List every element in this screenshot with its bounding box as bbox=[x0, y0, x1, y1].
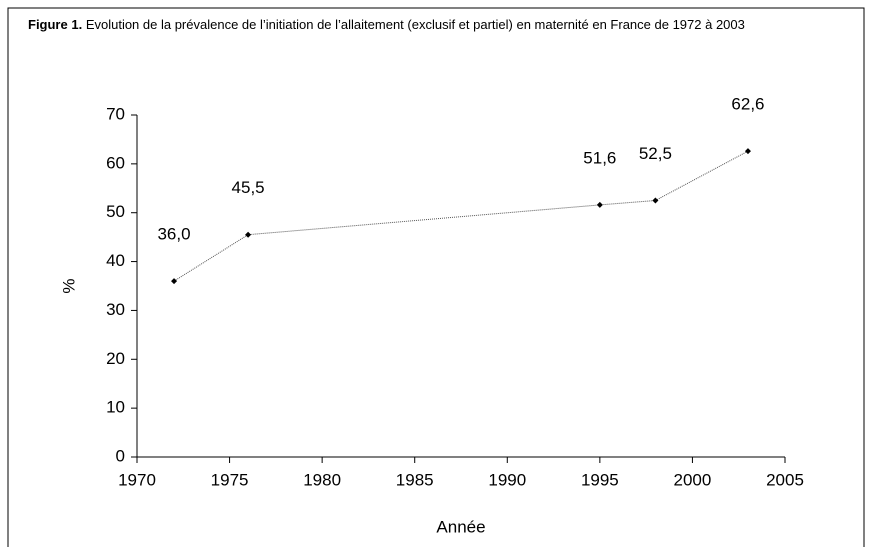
frame bbox=[7, 7, 865, 547]
title: Figure 1. Evolution de la prévalence de … bbox=[28, 16, 858, 33]
y-tick-label: 50 bbox=[106, 202, 125, 221]
x-tick-label: 1975 bbox=[211, 470, 249, 489]
value-label: 45,5 bbox=[232, 178, 265, 197]
value-label: 51,6 bbox=[583, 148, 616, 167]
y-tick-label: 10 bbox=[106, 398, 125, 417]
x-tick-label: 1995 bbox=[581, 470, 619, 489]
x-tick-label: 1970 bbox=[118, 470, 156, 489]
y-tick-label: 20 bbox=[106, 349, 125, 368]
title-text: Evolution de la prévalence de l’initiati… bbox=[85, 17, 745, 32]
value-label: 52,5 bbox=[639, 144, 672, 163]
title-label: Figure 1. bbox=[28, 17, 83, 32]
x-tick-label: 1990 bbox=[488, 470, 526, 489]
y-tick-label: 70 bbox=[106, 104, 125, 123]
value-label: 36,0 bbox=[157, 225, 190, 244]
y-tick-label: 30 bbox=[106, 300, 125, 319]
title-box: Figure 1. Evolution de la prévalence de … bbox=[28, 16, 858, 33]
x-tick-label: 1980 bbox=[303, 470, 341, 489]
point bbox=[171, 278, 178, 285]
point bbox=[744, 148, 751, 155]
x-tick-label: 1985 bbox=[396, 470, 434, 489]
y-tick-label: 60 bbox=[106, 153, 125, 172]
x-tick-label: 2000 bbox=[674, 470, 712, 489]
line bbox=[173, 150, 749, 282]
value-label: 62,6 bbox=[731, 95, 764, 114]
y-tick-label: 0 bbox=[116, 446, 125, 465]
x-axis-label: Année bbox=[436, 517, 485, 536]
point bbox=[652, 197, 659, 204]
point bbox=[245, 231, 252, 238]
point bbox=[596, 201, 603, 208]
y-axis-label: % bbox=[59, 278, 78, 293]
y-tick-label: 40 bbox=[106, 251, 125, 270]
x-tick-label: 2005 bbox=[766, 470, 804, 489]
